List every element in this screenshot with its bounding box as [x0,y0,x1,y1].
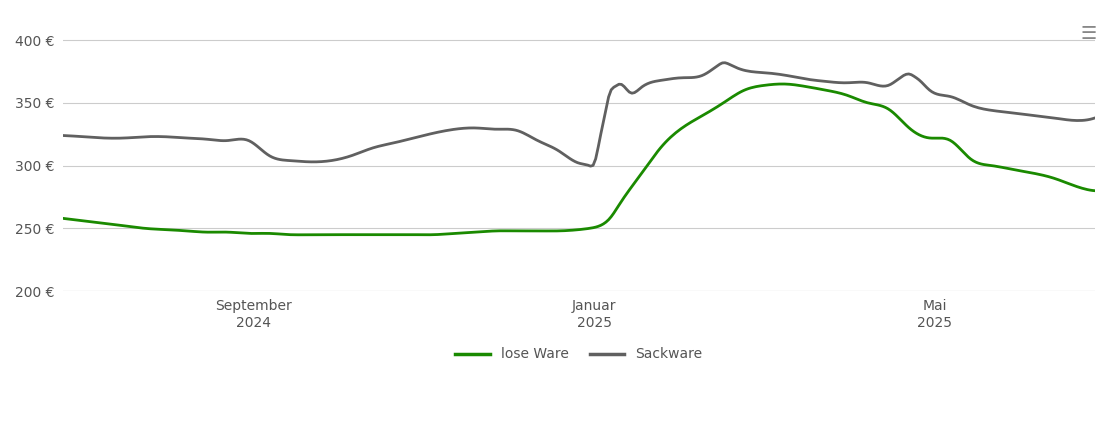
Legend: lose Ware, Sackware: lose Ware, Sackware [450,342,708,367]
Text: ☰: ☰ [1080,25,1097,43]
